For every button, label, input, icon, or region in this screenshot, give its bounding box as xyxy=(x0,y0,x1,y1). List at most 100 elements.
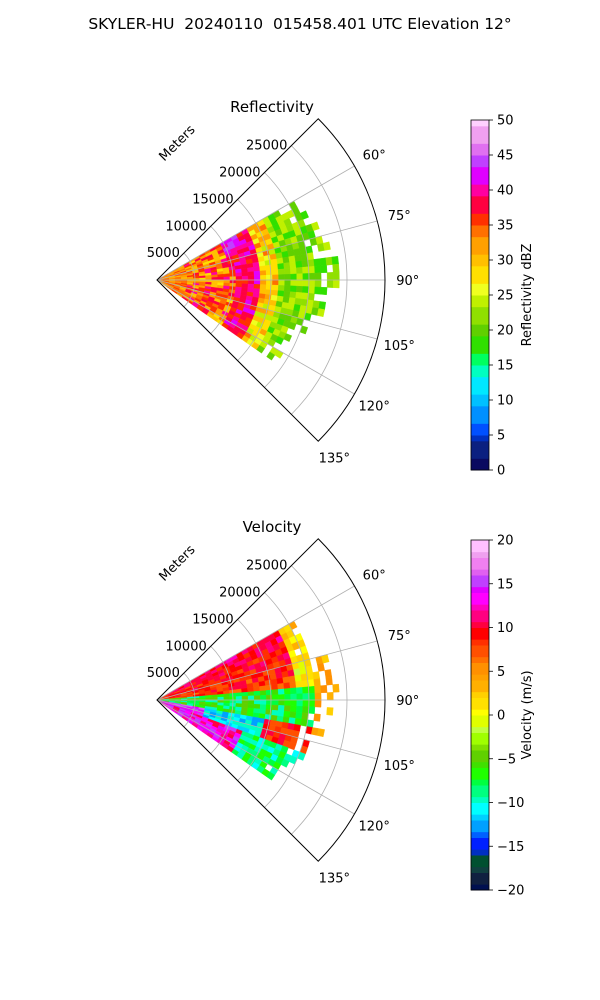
data-cell xyxy=(235,692,243,697)
data-cell xyxy=(314,699,322,708)
angle-tick-label: 90° xyxy=(396,274,419,289)
grid-spoke xyxy=(156,220,378,281)
data-cell xyxy=(332,683,340,693)
data-cell xyxy=(283,705,291,712)
colorbar-segment xyxy=(471,125,489,133)
colorbar-segment xyxy=(471,312,489,319)
colorbar-segment xyxy=(471,814,489,821)
data-cell xyxy=(296,693,304,701)
data-cell xyxy=(320,264,328,274)
colorbar-segment xyxy=(471,149,489,156)
angle-tick-label: 135° xyxy=(319,871,350,886)
data-cell xyxy=(289,261,297,269)
colorbar-segment xyxy=(471,277,489,284)
colorbar-segment xyxy=(471,674,489,681)
colorbar-segment xyxy=(471,761,489,768)
colorbar-tick-label: 45 xyxy=(497,149,514,164)
data-cell xyxy=(301,292,309,301)
data-cell xyxy=(318,301,327,310)
data-cell xyxy=(223,279,231,284)
data-cell xyxy=(241,691,249,697)
data-cell xyxy=(331,255,339,265)
data-cell xyxy=(253,695,261,701)
data-cell xyxy=(283,710,291,718)
radial-tick-label: 10000 xyxy=(165,639,206,654)
colorbar-segment xyxy=(471,359,489,366)
data-cell xyxy=(302,699,310,707)
colorbar-segment xyxy=(471,388,489,395)
colorbar-segment xyxy=(471,621,489,628)
colorbar-segment xyxy=(471,195,489,203)
data-cell xyxy=(294,718,302,726)
data-cell xyxy=(283,682,291,690)
data-cell xyxy=(308,692,316,701)
data-cell xyxy=(259,265,267,272)
angle-tick-label: 90° xyxy=(396,694,419,709)
colorbar-segment xyxy=(471,750,489,757)
colorbar-segment xyxy=(471,190,489,197)
data-cell xyxy=(259,284,267,290)
data-cell xyxy=(241,703,249,709)
colorbar-segment xyxy=(471,394,489,401)
colorbar-segment xyxy=(471,300,489,308)
data-cell xyxy=(295,711,303,720)
data-cell xyxy=(296,687,304,695)
colorbar-label: Reflectivity dBZ xyxy=(520,244,535,347)
data-cell xyxy=(294,254,302,262)
data-cell xyxy=(259,270,267,276)
radial-axis-label: Meters xyxy=(157,542,199,584)
polar-grid xyxy=(156,565,385,862)
data-cell xyxy=(235,276,243,281)
colorbar-segment xyxy=(471,446,489,453)
data-cell xyxy=(308,265,316,274)
data-cell xyxy=(277,683,285,690)
grid-spoke xyxy=(156,279,355,395)
angle-tick-label: 75° xyxy=(388,629,411,644)
angle-tick-label: 60° xyxy=(363,569,386,584)
data-cell xyxy=(289,711,297,719)
data-cell xyxy=(314,286,322,295)
reflectivity-chart: Reflectivity 5000 10000 15000 20000 25000 Mete… xyxy=(147,98,535,479)
data-cell xyxy=(332,279,340,289)
data-cell xyxy=(332,271,340,281)
colorbar-tick-label: 10 xyxy=(497,621,514,636)
colorbar-segment xyxy=(471,166,489,173)
colorbar-tick-label: 0 xyxy=(497,709,505,724)
data-cell xyxy=(319,257,327,266)
data-cell xyxy=(295,291,303,300)
colorbar-segment xyxy=(471,283,489,290)
data-cell xyxy=(302,266,310,274)
data-cell xyxy=(223,693,231,698)
colorbar-segment xyxy=(471,160,489,168)
data-cell xyxy=(325,676,333,686)
angle-tick-label: 135° xyxy=(319,451,350,466)
colorbar-segment xyxy=(471,645,489,652)
colorbar-segment xyxy=(471,230,489,238)
data-cell xyxy=(284,699,292,707)
polar-frame xyxy=(156,538,386,862)
colorbar-segment xyxy=(471,837,489,844)
data-cell xyxy=(282,256,290,264)
data-cell xyxy=(241,695,249,701)
colorbar-segment xyxy=(471,201,489,208)
data-cell xyxy=(272,699,279,706)
colorbar-segment xyxy=(471,738,489,745)
data-cell xyxy=(247,691,255,697)
colorbar-segment xyxy=(471,143,489,150)
angle-tick-label: 105° xyxy=(384,339,415,354)
data-cell xyxy=(271,689,279,696)
data-cell xyxy=(296,267,304,275)
data-cell xyxy=(288,321,297,331)
data-cell xyxy=(270,678,278,686)
data-cell xyxy=(277,290,285,297)
polar-plot xyxy=(156,538,386,862)
data-cell xyxy=(290,687,297,695)
colorbar-segment xyxy=(471,843,489,850)
colorbar-segment xyxy=(471,755,489,763)
colorbar-segment xyxy=(471,703,489,710)
data-cell xyxy=(271,683,279,691)
data-cell xyxy=(290,273,298,281)
colorbar-tick-label: 20 xyxy=(497,534,514,549)
data-cell xyxy=(266,771,276,781)
data-cell xyxy=(277,688,285,695)
